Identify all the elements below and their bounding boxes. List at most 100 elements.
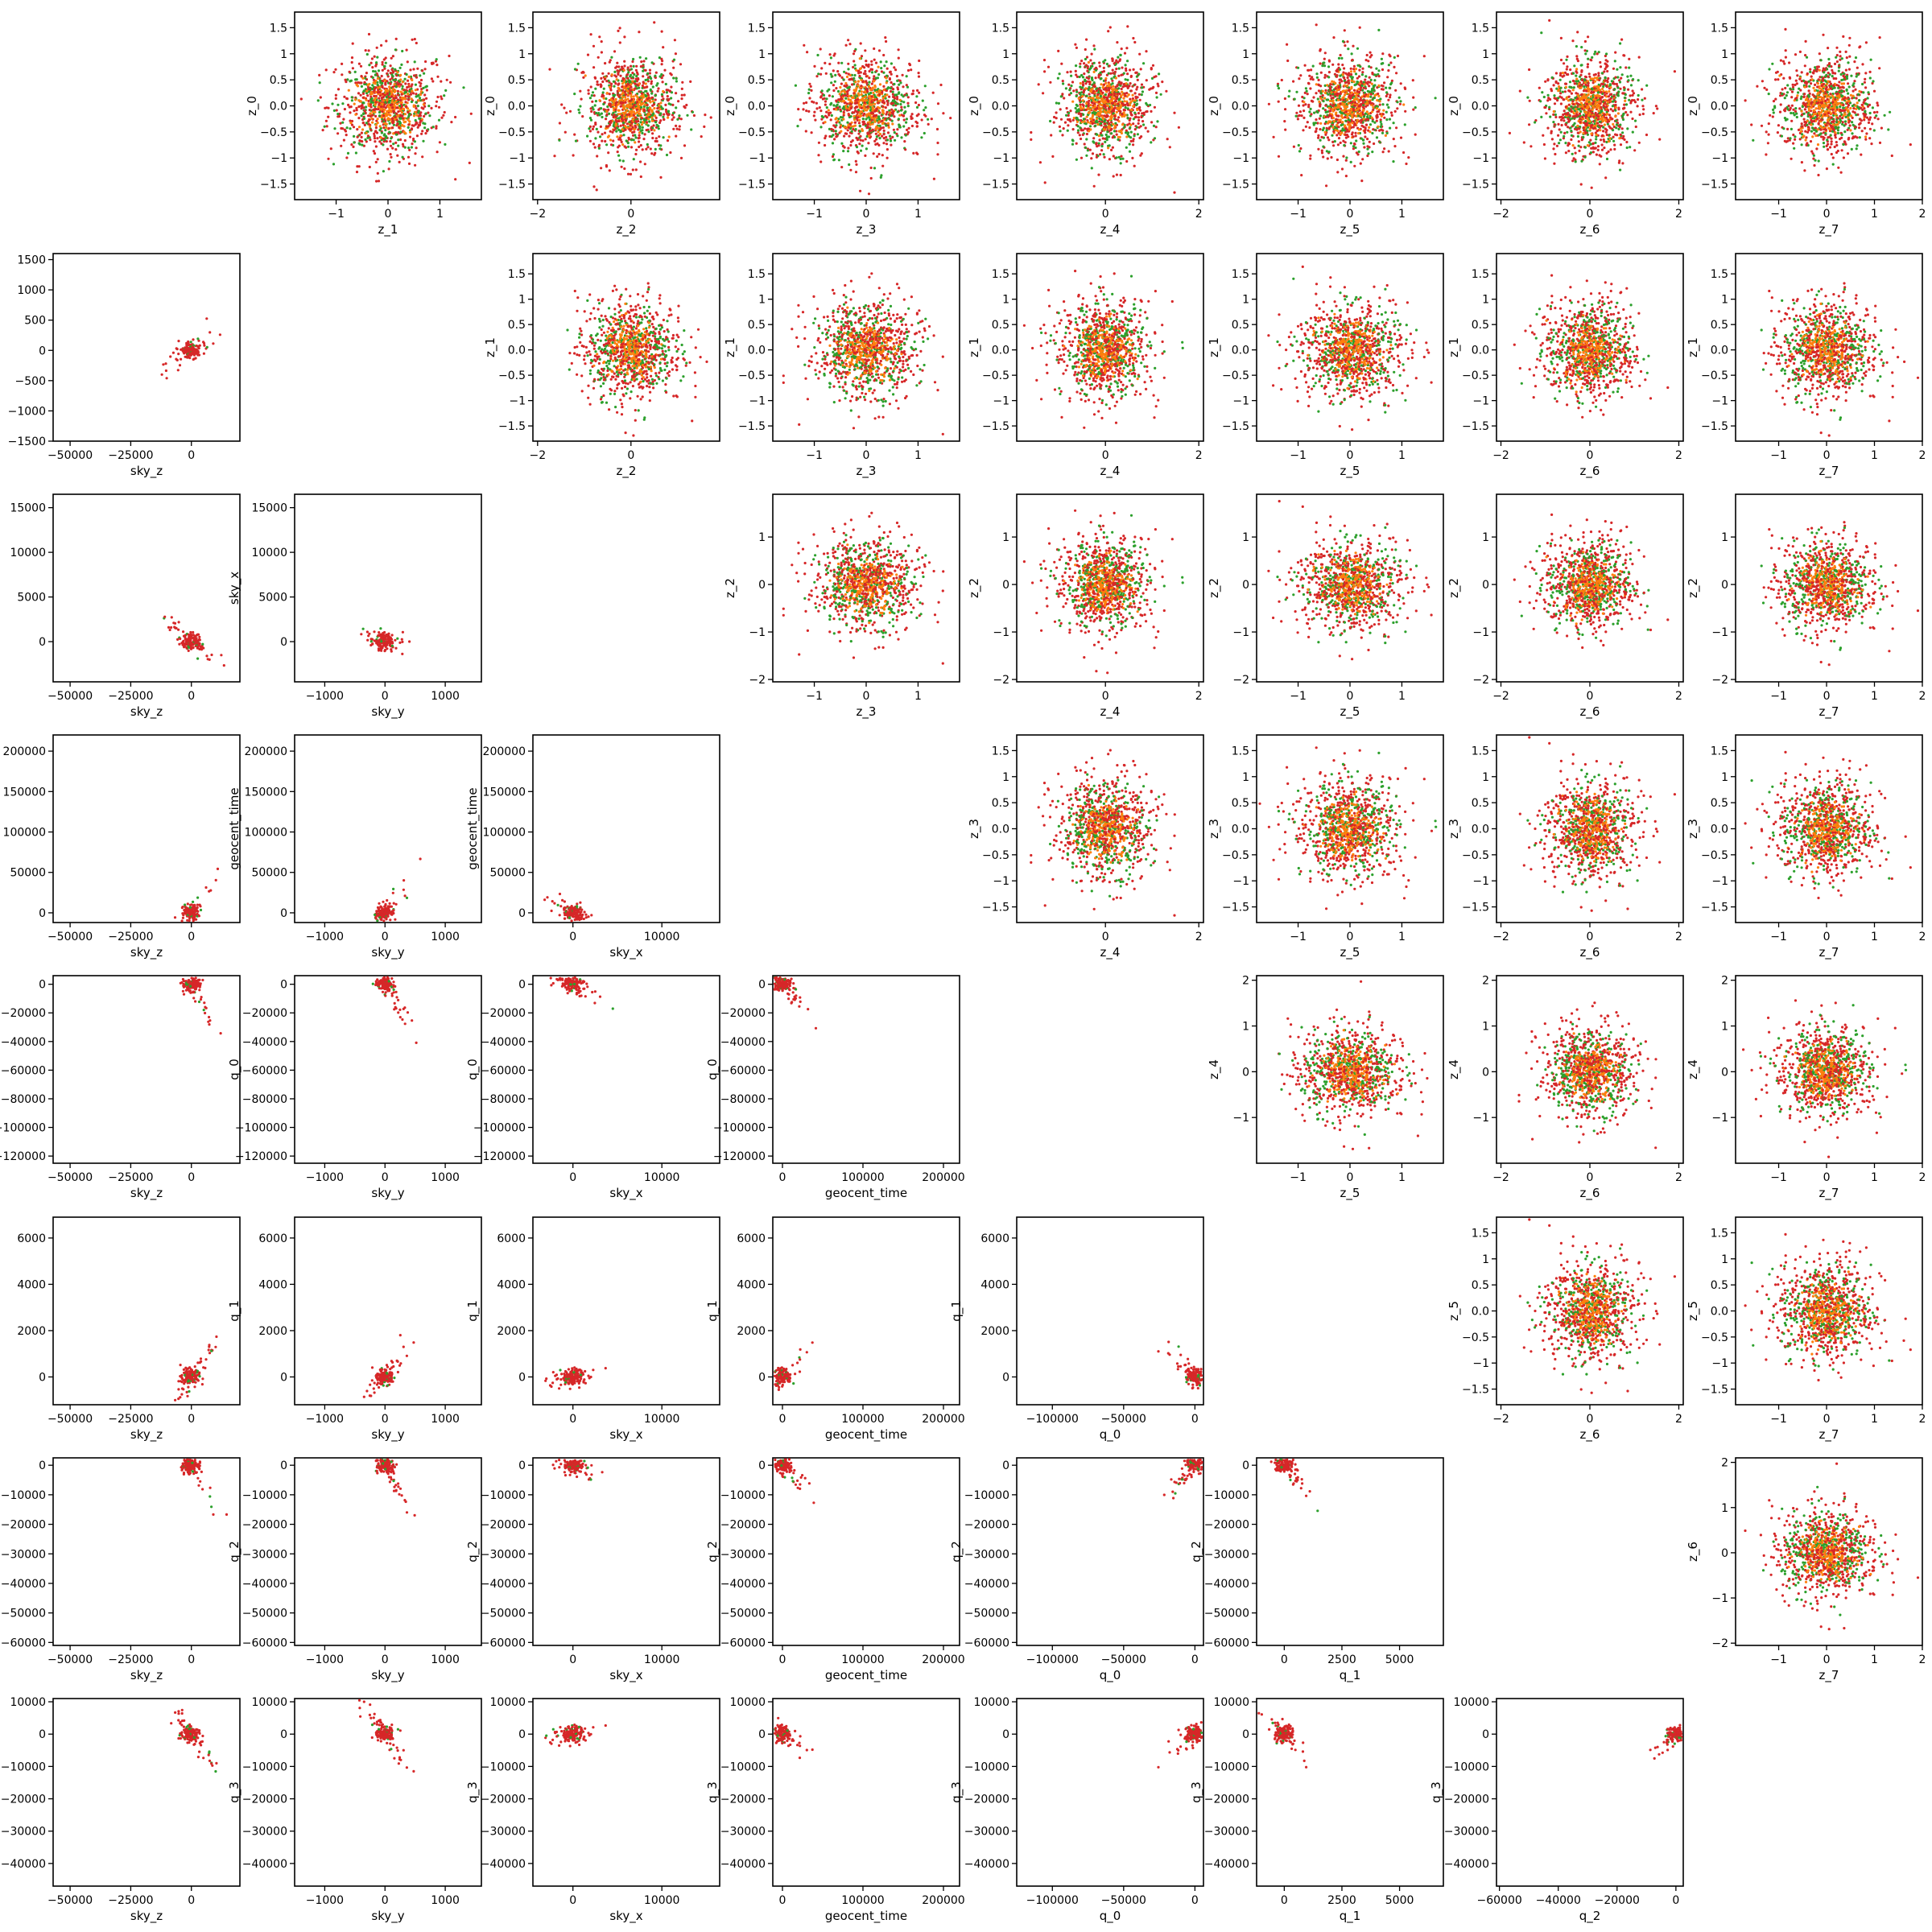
scatter-point (390, 156, 392, 159)
scatter-point (614, 82, 617, 85)
scatter-point (407, 93, 409, 95)
scatter-point (845, 107, 848, 109)
scatter-point (415, 122, 418, 124)
scatter-point (875, 77, 877, 80)
scatter-point (617, 65, 620, 68)
scatter-point (906, 86, 909, 89)
scatter-point (878, 137, 881, 139)
scatter-point (394, 116, 397, 118)
scatter-point (869, 104, 872, 106)
scatter-point (826, 106, 828, 109)
scatter-point (625, 126, 627, 129)
panel-z_0-vs-z_1-ytick-label: 1.5 (270, 22, 287, 35)
scatter-point (883, 133, 886, 135)
scatter-point (620, 138, 622, 141)
scatter-point (658, 127, 660, 130)
scatter-point (672, 76, 675, 79)
scatter-point (575, 140, 577, 142)
scatter-point (419, 85, 422, 87)
scatter-point (675, 106, 677, 109)
scatter-point (327, 158, 329, 160)
scatter-point (650, 89, 652, 92)
scatter-point (330, 147, 332, 150)
scatter-point (371, 93, 374, 95)
scatter-point (859, 68, 861, 70)
scatter-point (672, 116, 675, 118)
scatter-point (879, 99, 881, 101)
scatter-point (600, 77, 602, 80)
scatter-point (865, 72, 867, 75)
scatter-point (837, 62, 840, 64)
scatter-point (1120, 83, 1122, 85)
scatter-point (853, 74, 856, 76)
panel-z_0-vs-z_1-ytick-label: 0.5 (270, 74, 287, 87)
scatter-point (417, 105, 419, 107)
scatter-point (645, 95, 647, 97)
scatter-point (1092, 101, 1094, 104)
scatter-point (927, 118, 929, 121)
scatter-point (662, 90, 664, 93)
scatter-point (361, 136, 363, 138)
scatter-point (1067, 124, 1069, 126)
scatter-point (1081, 86, 1084, 89)
scatter-point (1121, 88, 1123, 90)
scatter-point (823, 94, 825, 97)
scatter-point (1087, 149, 1089, 151)
scatter-point (1127, 117, 1129, 119)
scatter-point (384, 94, 386, 97)
scatter-point (1104, 111, 1106, 114)
scatter-point (651, 61, 654, 64)
scatter-point (1089, 149, 1092, 151)
scatter-point (640, 60, 642, 63)
scatter-point (390, 103, 393, 105)
scatter-point (609, 61, 611, 64)
scatter-point (835, 118, 837, 120)
scatter-point (407, 111, 409, 114)
scatter-point (357, 92, 360, 94)
scatter-point (427, 105, 430, 107)
scatter-point (886, 88, 889, 90)
scatter-point (621, 114, 623, 117)
scatter-point (851, 83, 853, 85)
scatter-point (891, 102, 894, 105)
scatter-point (424, 60, 427, 63)
scatter-point (942, 112, 944, 114)
scatter-point (369, 109, 371, 111)
panel-z_0-vs-z_1-xtick-label: −1 (328, 208, 345, 221)
scatter-point (647, 130, 650, 133)
scatter-point (1047, 66, 1050, 68)
scatter-point (875, 62, 877, 64)
scatter-point (402, 80, 404, 83)
scatter-point (1119, 110, 1121, 113)
scatter-point (592, 185, 595, 188)
scatter-point (677, 100, 679, 102)
scatter-point (837, 90, 840, 93)
scatter-point (1092, 137, 1095, 139)
scatter-point (1096, 107, 1098, 109)
scatter-point (382, 143, 384, 146)
scatter-point (1129, 124, 1132, 126)
scatter-point (867, 123, 869, 126)
scatter-point (796, 125, 799, 127)
scatter-point (366, 94, 369, 97)
panel-z_0-vs-z_1-xtick-label: 1 (436, 208, 444, 221)
scatter-point (613, 114, 615, 116)
scatter-point (819, 126, 822, 128)
scatter-point (855, 163, 857, 166)
scatter-point (896, 86, 898, 89)
scatter-point (399, 130, 402, 133)
scatter-point (665, 83, 667, 85)
scatter-point (877, 130, 879, 133)
scatter-point (626, 77, 629, 80)
scatter-point (1096, 123, 1099, 126)
scatter-point (1096, 93, 1099, 96)
scatter-point (382, 114, 385, 117)
scatter-point (1393, 66, 1395, 68)
scatter-point (1088, 83, 1091, 85)
scatter-point (423, 93, 426, 96)
scatter-point (635, 75, 638, 77)
scatter-point (830, 81, 832, 84)
scatter-point (410, 88, 412, 90)
scatter-point (641, 132, 643, 134)
scatter-point (1084, 142, 1086, 145)
